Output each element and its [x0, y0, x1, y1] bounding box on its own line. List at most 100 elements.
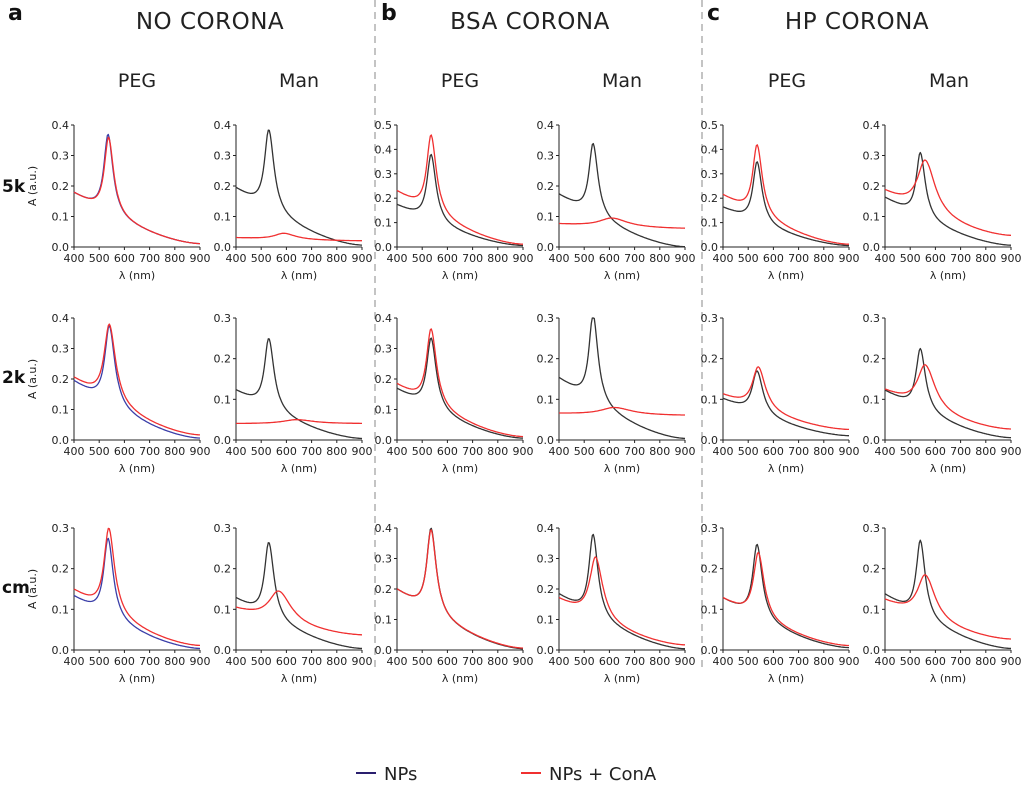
y-tick-label: 0.4 — [52, 119, 70, 132]
series-line-nps — [722, 370, 849, 437]
x-axis-label: λ (nm) — [281, 269, 317, 282]
series-line-nps-cona — [722, 551, 849, 647]
series-line-nps-cona — [559, 217, 686, 229]
y-tick-label: 0.1 — [701, 217, 719, 230]
x-tick-label: 400 — [713, 655, 734, 668]
x-tick-label: 600 — [437, 445, 458, 458]
y-tick-label: 0.2 — [863, 180, 881, 193]
x-tick-label: 700 — [462, 445, 483, 458]
spectrum-panel: 0.0 0.1 0.2 0.3 0.4 400 500 600 700 800 900 λ (nm) — [375, 522, 534, 685]
x-tick-label: 900 — [513, 445, 534, 458]
y-tick-label: 0.1 — [214, 393, 232, 406]
x-tick-label: 400 — [875, 655, 896, 668]
x-tick-label: 400 — [64, 655, 85, 668]
x-tick-label: 900 — [190, 252, 211, 265]
x-tick-label: 800 — [975, 445, 996, 458]
x-tick-label: 400 — [387, 445, 408, 458]
y-tick-label: 0.0 — [52, 644, 70, 657]
y-tick-label: 0.3 — [863, 150, 881, 163]
x-tick-label: 800 — [813, 655, 834, 668]
x-tick-label: 900 — [513, 252, 534, 265]
x-tick-label: 400 — [549, 252, 570, 265]
y-tick-label: 0.4 — [537, 522, 555, 535]
x-tick-label: 700 — [950, 655, 971, 668]
series-line-nps — [558, 533, 685, 650]
y-tick-label: 0.0 — [863, 644, 881, 657]
group-title-hp-corona: HP CORONA — [785, 9, 929, 35]
y-tick-label: 0.0 — [214, 644, 232, 657]
legend-label-nps-cona: NPs + ConA — [549, 764, 657, 785]
spectrum-panel: 0.0 0.1 0.2 0.3 0.4 400 500 600 700 800 900 λ (nm) — [863, 119, 1022, 282]
x-axis-label: λ (nm) — [604, 672, 640, 685]
series-line-nps-cona — [884, 574, 1011, 640]
series-line-nps — [396, 337, 523, 439]
x-tick-label: 400 — [875, 445, 896, 458]
x-axis-label: λ (nm) — [930, 462, 966, 475]
spectrum-panel: 0.0 0.1 0.2 0.3 400 500 600 700 800 900 λ (nm) — [214, 312, 373, 475]
series-line-nps — [73, 324, 201, 439]
y-tick-label: 0.3 — [863, 522, 881, 535]
spectrum-panel: 0.0 0.1 0.2 0.3 400 500 600 700 800 900 λ (nm) — [701, 522, 860, 685]
y-tick-label: 0.0 — [214, 434, 232, 447]
x-tick-label: 500 — [89, 445, 110, 458]
spectrum-panel: 0.0 0.1 0.2 0.3 0.4 400 500 600 700 800 900 λ (nm) — [537, 522, 696, 685]
series-line-nps — [558, 142, 685, 248]
column-label-peg: PEG — [118, 70, 156, 92]
y-tick-label: 0.0 — [537, 644, 555, 657]
spectrum-panel: 0.0 0.1 0.2 0.3 400 500 600 700 800 900 λ (nm) A (a… — [26, 522, 211, 685]
x-tick-label: 600 — [763, 655, 784, 668]
x-axis-label: λ (nm) — [768, 672, 804, 685]
y-tick-label: 0.0 — [701, 644, 719, 657]
y-tick-label: 0.1 — [375, 404, 393, 417]
y-tick-label: 0.1 — [375, 217, 393, 230]
x-tick-label: 400 — [226, 655, 247, 668]
y-tick-label: 0.0 — [863, 241, 881, 254]
panel-letter-b: b — [381, 1, 397, 26]
x-tick-label: 400 — [226, 445, 247, 458]
series-line-nps — [235, 129, 362, 246]
x-tick-label: 700 — [139, 252, 160, 265]
y-tick-label: 0.0 — [701, 241, 719, 254]
series-line-nps-cona — [73, 527, 200, 647]
y-tick-label: 0.4 — [537, 119, 555, 132]
x-tick-label: 800 — [164, 445, 185, 458]
x-tick-label: 500 — [738, 252, 759, 265]
row-label-cm: cm — [2, 578, 30, 598]
spectrum-panel: 0.0 0.1 0.2 0.3 400 500 600 700 800 900 λ (nm) — [863, 312, 1022, 475]
y-tick-label: 0.0 — [375, 241, 393, 254]
y-tick-label: 0.4 — [863, 119, 881, 132]
y-tick-label: 0.3 — [52, 522, 70, 535]
x-axis-label: λ (nm) — [768, 269, 804, 282]
column-label-man: Man — [279, 70, 319, 92]
y-tick-label: 0.1 — [701, 393, 719, 406]
x-tick-label: 400 — [64, 252, 85, 265]
y-tick-label: 0.1 — [701, 603, 719, 616]
x-tick-label: 900 — [352, 252, 373, 265]
x-tick-label: 900 — [675, 252, 696, 265]
series-line-nps-cona — [884, 159, 1011, 236]
y-tick-label: 0.3 — [375, 553, 393, 566]
x-tick-label: 600 — [599, 655, 620, 668]
x-axis-label: λ (nm) — [281, 462, 317, 475]
y-axis-label: A (a.u.) — [26, 359, 39, 399]
x-tick-label: 400 — [549, 445, 570, 458]
x-tick-label: 500 — [89, 655, 110, 668]
x-tick-label: 800 — [649, 252, 670, 265]
x-tick-label: 700 — [624, 252, 645, 265]
x-tick-label: 400 — [226, 252, 247, 265]
x-axis-label: λ (nm) — [442, 672, 478, 685]
y-axis-label: A (a.u.) — [26, 166, 39, 206]
y-tick-label: 0.3 — [52, 150, 70, 163]
y-tick-label: 0.2 — [375, 583, 393, 596]
series-line-nps — [722, 543, 849, 649]
x-tick-label: 500 — [412, 252, 433, 265]
y-tick-label: 0.2 — [214, 353, 232, 366]
x-tick-label: 400 — [387, 252, 408, 265]
x-tick-label: 500 — [412, 655, 433, 668]
spectrum-panel: 0.0 0.1 0.2 0.3 400 500 600 700 800 900 λ (nm) — [214, 522, 373, 685]
y-tick-label: 0.1 — [214, 603, 232, 616]
row-label-2k: 2k — [2, 368, 26, 388]
x-tick-label: 500 — [574, 445, 595, 458]
x-tick-label: 800 — [975, 655, 996, 668]
y-tick-label: 0.0 — [375, 644, 393, 657]
